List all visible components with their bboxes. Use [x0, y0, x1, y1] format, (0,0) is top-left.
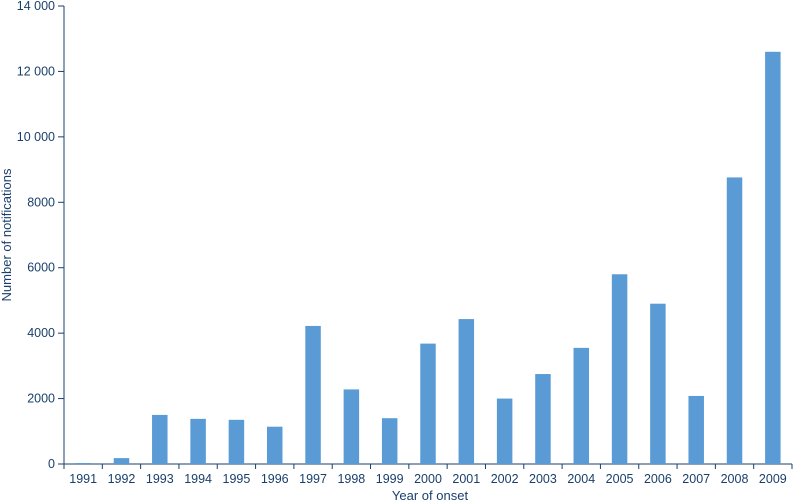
x-tick-label: 2000 [414, 472, 442, 486]
bar-2000 [420, 343, 436, 464]
y-tick-label: 0 [48, 457, 55, 471]
bar-1999 [381, 418, 398, 464]
bar-2003 [535, 374, 551, 464]
bar-2009 [765, 51, 781, 465]
y-tick-label: 6000 [27, 261, 55, 275]
bar-2006 [650, 303, 666, 464]
x-tick-label: 2006 [644, 472, 672, 486]
y-tick-label: 8000 [27, 195, 55, 209]
y-tick-label: 14 000 [17, 0, 55, 13]
x-tick-label: 1997 [299, 472, 327, 486]
bar-2001 [458, 319, 475, 464]
bar-2008 [726, 177, 743, 464]
x-tick-label: 2008 [721, 472, 749, 486]
x-tick-label: 2007 [682, 472, 710, 486]
x-tick-label: 2003 [529, 472, 557, 486]
bars [75, 51, 781, 465]
bar-1998 [343, 389, 360, 464]
x-axis: 1991 1992 1993 1994 1995 1996 1997 1998 1999 2000… [63, 463, 793, 486]
x-tick-label: 1994 [184, 472, 212, 486]
x-tick-label: 1996 [261, 472, 289, 486]
bar-1995 [228, 419, 245, 464]
bar-1996 [266, 426, 283, 464]
y-axis: 0 2000 4000 6000 8000 10 000 12 000 14 000 [17, 0, 65, 471]
bar-2002 [496, 398, 513, 464]
x-tick-label: 1992 [108, 472, 136, 486]
x-tick-label: 2002 [491, 472, 519, 486]
x-tick-label: 2001 [452, 472, 480, 486]
x-tick-label: 2004 [567, 472, 595, 486]
bar-1993 [152, 414, 168, 464]
bar-1997 [305, 325, 321, 464]
x-tick-label: 2005 [606, 472, 634, 486]
x-tick-label: 1999 [376, 472, 404, 486]
x-tick-label: 1998 [337, 472, 365, 486]
bar-2005 [611, 274, 628, 464]
x-tick-label: 1995 [223, 472, 251, 486]
bar-2007 [688, 395, 704, 464]
bar-1992 [113, 458, 130, 464]
y-tick-label: 2000 [27, 392, 55, 406]
y-tick-label: 10 000 [17, 130, 55, 144]
y-tick-label: 12 000 [17, 64, 55, 78]
y-axis-label: Number of notifications [0, 168, 14, 301]
x-tick-label: 1993 [146, 472, 174, 486]
x-axis-label: Year of onset [392, 488, 469, 503]
bar-1994 [190, 418, 206, 464]
x-tick-label: 1991 [69, 472, 97, 486]
bar-1991 [75, 463, 91, 464]
x-tick-label: 2009 [759, 472, 787, 486]
y-tick-label: 4000 [27, 326, 55, 340]
bar-2004 [573, 347, 590, 464]
